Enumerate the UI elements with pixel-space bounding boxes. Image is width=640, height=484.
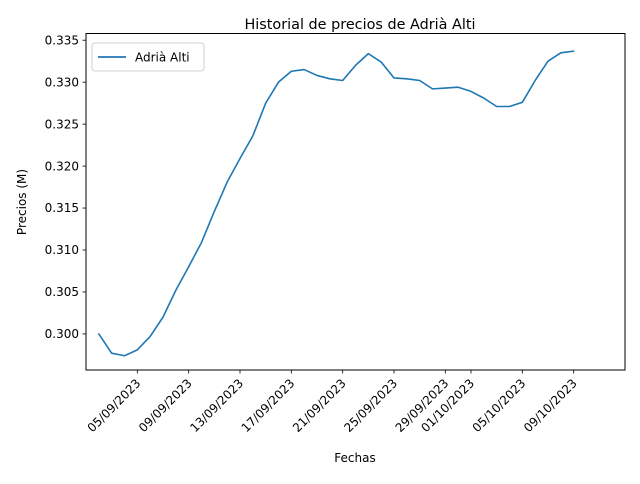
y-tick-label: 0.320 (45, 159, 79, 173)
legend: Adrià Alti (91, 42, 205, 72)
legend-series-label: Adrià Alti (135, 51, 190, 65)
plot-lines (98, 50, 575, 357)
y-tick-label: 0.335 (45, 33, 79, 47)
chart-title: Historial de precios de Adrià Alti (244, 17, 475, 33)
y-tick-label: 0.305 (45, 285, 79, 299)
y-tick-label: 0.315 (45, 201, 79, 215)
x-axis-label: Fechas (334, 451, 375, 465)
plot-area-frame (85, 33, 626, 371)
y-tick-label: 0.310 (45, 243, 79, 257)
y-tick-label: 0.300 (45, 327, 79, 341)
y-tick-label: 0.330 (45, 75, 79, 89)
legend-box (91, 42, 205, 72)
y-tick-label: 0.325 (45, 117, 79, 131)
y-axis-ticks: 0.300 0.305 0.310 0.315 0.320 0.325 0.330 0.335 (45, 33, 86, 341)
series-line (98, 50, 575, 357)
y-axis-label: Precios (M) (15, 169, 29, 235)
